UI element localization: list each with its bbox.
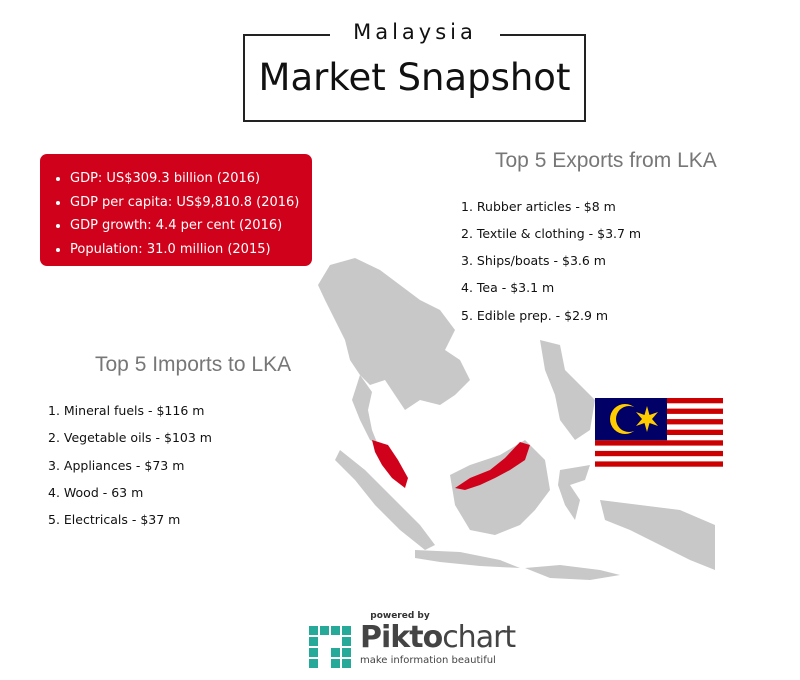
stat-gdp-per-capita: GDP per capita: US$9,810.8 (2016) — [70, 191, 312, 215]
import-bar: 5. Electricals - $37 m — [42, 511, 180, 528]
export-label: 4. Tea - $3.1 m — [461, 280, 555, 295]
stat-gdp-growth: GDP growth: 4.4 per cent (2016) — [70, 214, 312, 238]
borneo — [450, 440, 550, 535]
sumatra — [335, 450, 435, 550]
malaysia-flag-icon — [595, 398, 723, 472]
export-bar: 1. Rubber articles - $8 m — [455, 198, 727, 215]
export-bar: 2. Textile & clothing - $3.7 m — [455, 225, 641, 242]
import-bar: 4. Wood - 63 m — [42, 484, 167, 501]
import-label: 4. Wood - 63 m — [48, 485, 144, 500]
east-malaysia — [455, 442, 530, 490]
economic-stats-panel: GDP: US$309.3 billion (2016) GDP per cap… — [40, 154, 312, 266]
import-label: 5. Electricals - $37 m — [48, 512, 181, 527]
piktochart-tagline: make information beautiful — [360, 655, 496, 666]
imports-heading: Top 5 Imports to LKA — [95, 353, 292, 376]
peninsular-malaysia — [372, 440, 408, 488]
export-bar: 5. Edible prep. - $2.9 m — [455, 307, 608, 324]
export-label: 2. Textile & clothing - $3.7 m — [461, 226, 642, 241]
country-subtitle: Malaysia — [330, 20, 500, 44]
import-label: 3. Appliances - $73 m — [48, 458, 185, 473]
import-label: 1. Mineral fuels - $116 m — [48, 403, 205, 418]
import-label: 2. Vegetable oils - $103 m — [48, 430, 212, 445]
eastern-islands — [600, 500, 715, 570]
import-bar: 3. Appliances - $73 m — [42, 457, 188, 474]
powered-by-text: powered by — [370, 611, 430, 621]
page-title: Market Snapshot — [258, 56, 571, 99]
sulawesi — [558, 465, 590, 520]
exports-heading: Top 5 Exports from LKA — [495, 149, 717, 172]
import-bar: 1. Mineral fuels - $116 m — [42, 402, 255, 419]
stat-population: Population: 31.0 million (2015) — [70, 238, 312, 262]
export-label: 3. Ships/boats - $3.6 m — [461, 253, 606, 268]
export-label: 5. Edible prep. - $2.9 m — [461, 308, 609, 323]
export-label: 1. Rubber articles - $8 m — [461, 199, 616, 214]
java — [415, 550, 520, 568]
import-bar: 2. Vegetable oils - $103 m — [42, 429, 236, 446]
malay-peninsula — [352, 375, 378, 445]
export-bar: 4. Tea - $3.1 m — [455, 279, 571, 296]
stat-gdp: GDP: US$309.3 billion (2016) — [70, 167, 312, 191]
export-bar: 3. Ships/boats - $3.6 m — [455, 252, 606, 269]
piktochart-logo-icon — [309, 626, 351, 668]
philippines — [540, 340, 595, 440]
lesser-sunda — [525, 565, 620, 580]
piktochart-wordmark: Piktochart — [360, 620, 516, 655]
mainland-sea-landmass — [318, 258, 470, 410]
